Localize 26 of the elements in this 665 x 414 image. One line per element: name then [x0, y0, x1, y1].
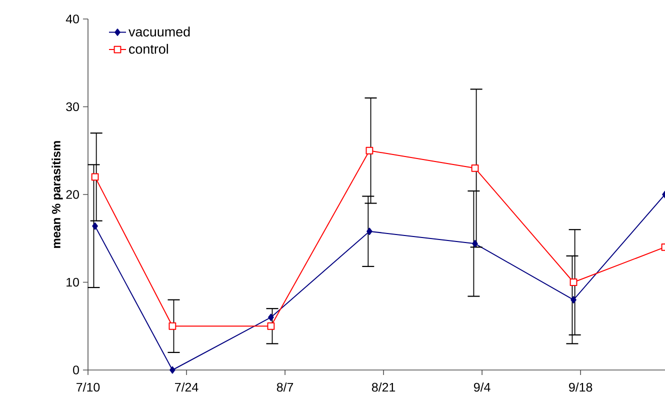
point: [570, 278, 578, 286]
point: [366, 228, 372, 236]
x-tick-label: 8/21: [372, 382, 396, 392]
x-tick-label: 7/24: [175, 382, 198, 392]
point: [168, 322, 176, 330]
x-tick-label: 9/4: [474, 382, 490, 392]
point: [267, 322, 275, 330]
point: [92, 222, 98, 230]
point: [472, 240, 478, 248]
legend-label: vacuumed: [128, 26, 190, 37]
point: [570, 296, 576, 304]
y-tick-label: 10: [66, 278, 79, 287]
legend-label: control: [129, 44, 168, 54]
y-axis-title: mean % parasitism: [52, 141, 63, 248]
y-tick-label: 30: [66, 102, 79, 112]
y-tick-label: 0: [73, 366, 79, 374]
point: [366, 146, 374, 154]
x-tick-label: 9/18: [569, 382, 592, 392]
point: [170, 366, 176, 374]
point: [471, 164, 479, 172]
point: [268, 314, 274, 322]
x-tick-label: 8/7: [276, 382, 294, 392]
y-tick-label: 40: [66, 14, 79, 24]
point: [91, 173, 99, 181]
x-tick-label: 7/10: [76, 382, 100, 392]
y-tick-label: 20: [66, 190, 79, 199]
